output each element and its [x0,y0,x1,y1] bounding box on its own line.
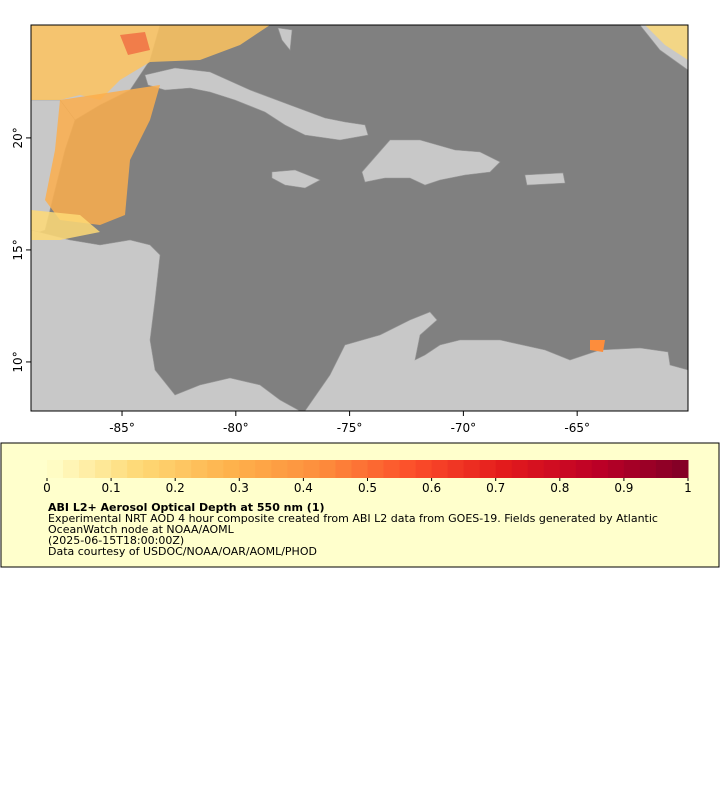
aerosol-field [31,25,688,352]
colorbar-swatch [143,460,160,478]
colorbar-swatch [159,460,176,478]
colorbar-swatch [431,460,449,478]
colorbar-swatch [63,460,80,478]
colorbar-swatch [95,460,112,478]
colorbar-swatch [447,460,465,478]
x-tick-label: -65° [564,421,590,435]
colorbar-tick-label: 1 [684,481,692,495]
colorbar-swatch [495,460,513,478]
colorbar-swatch [543,460,561,478]
colorbar-swatch [303,460,320,478]
colorbar-tick-label: 0.9 [614,481,633,495]
colorbar-swatch [191,460,208,478]
caption-line: OceanWatch node at NOAA/AOML [48,523,235,536]
colorbar-swatch [223,460,240,478]
colorbar-swatch [383,460,401,478]
colorbar-swatch [335,460,352,478]
colorbar-tick-label: 0.7 [486,481,505,495]
colorbar-tick-label: 0.2 [166,481,185,495]
x-tick-label: -80° [223,421,249,435]
colorbar-tick-label: 0.3 [230,481,249,495]
colorbar-swatch [287,460,304,478]
y-tick-label: 20° [11,127,25,148]
y-tick-label: 10° [11,351,25,372]
x-tick-label: -75° [337,421,363,435]
colorbar-swatch [463,460,481,478]
colorbar-tick-label: 0.5 [358,481,377,495]
colorbar-tick-label: 0.1 [102,481,121,495]
colorbar-swatch [575,460,593,478]
colorbar-swatch [623,460,641,478]
caption-line: (2025-06-15T18:00:00Z) [48,534,184,547]
colorbar-swatch [399,460,417,478]
colorbar-swatch [111,460,128,478]
colorbar-tick-label: 0.4 [294,481,313,495]
colorbar-swatch [639,460,657,478]
colorbar-tick-label: 0 [43,481,51,495]
caption-title: ABI L2+ Aerosol Optical Depth at 550 nm … [48,501,325,514]
colorbar-swatch [367,460,385,478]
colorbar-swatch [319,460,336,478]
caption-line: Data courtesy of USDOC/NOAA/OAR/AOML/PHO… [48,545,317,558]
colorbar-swatch [239,460,256,478]
colorbar-swatch [255,460,272,478]
colorbar-swatch [351,460,368,478]
colorbar-swatch [607,460,625,478]
colorbar-swatch [127,460,144,478]
colorbar-swatch [591,460,609,478]
colorbar-swatch [511,460,529,478]
caption-line: Experimental NRT AOD 4 hour composite cr… [48,512,658,525]
y-tick-label: 15° [11,239,25,260]
colorbar-swatch [527,460,545,478]
x-tick-label: -85° [109,421,135,435]
x-tick-label: -70° [451,421,477,435]
colorbar-swatch [671,460,689,478]
colorbar-tick-label: 0.8 [550,481,569,495]
colorbar-swatch [271,460,288,478]
map-frame [30,24,689,412]
colorbar-swatch [79,460,96,478]
colorbar-swatch [175,460,192,478]
colorbar-swatch [415,460,433,478]
colorbar-swatch [479,460,497,478]
colorbar-swatch [47,460,64,478]
colorbar-swatch [559,460,577,478]
colorbar-swatch [655,460,673,478]
colorbar-tick-label: 0.6 [422,481,441,495]
colorbar-swatch [207,460,224,478]
